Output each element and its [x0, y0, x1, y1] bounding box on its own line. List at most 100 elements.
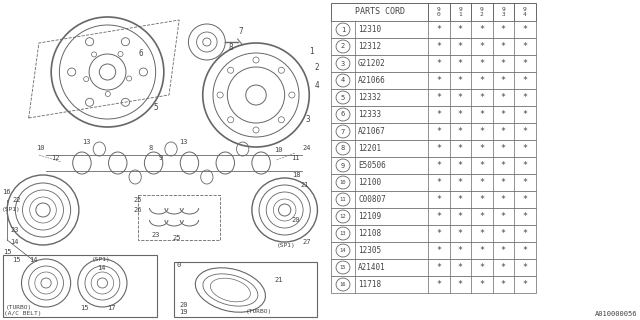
- Text: 12333: 12333: [358, 110, 381, 119]
- Text: 15: 15: [3, 249, 12, 255]
- Circle shape: [336, 176, 350, 189]
- Text: 11718: 11718: [358, 280, 381, 289]
- Text: 19: 19: [179, 309, 188, 315]
- Text: 14: 14: [29, 257, 37, 263]
- Text: 3: 3: [305, 116, 310, 124]
- Text: 9
2: 9 2: [480, 7, 484, 17]
- Text: 1: 1: [341, 27, 345, 33]
- Text: *: *: [522, 76, 527, 85]
- Text: *: *: [436, 246, 441, 255]
- Bar: [331, 123, 536, 140]
- Text: *: *: [522, 229, 527, 238]
- Bar: [331, 89, 536, 106]
- Text: 12332: 12332: [358, 93, 381, 102]
- Text: 13: 13: [82, 139, 90, 145]
- Text: 23: 23: [10, 227, 19, 233]
- Text: 21: 21: [275, 277, 283, 283]
- Text: *: *: [458, 76, 463, 85]
- Text: *: *: [479, 25, 484, 34]
- Text: A21067: A21067: [358, 127, 386, 136]
- Text: *: *: [436, 110, 441, 119]
- Text: *: *: [458, 127, 463, 136]
- Text: 14: 14: [10, 239, 19, 245]
- Text: 16: 16: [2, 189, 10, 195]
- Text: (TURBO): (TURBO): [246, 309, 272, 315]
- Circle shape: [336, 227, 350, 240]
- Text: *: *: [436, 229, 441, 238]
- Text: 12201: 12201: [358, 144, 381, 153]
- Circle shape: [336, 193, 350, 206]
- Text: *: *: [522, 246, 527, 255]
- Text: E50506: E50506: [358, 161, 386, 170]
- Text: *: *: [436, 76, 441, 85]
- Text: *: *: [479, 263, 484, 272]
- Text: 11: 11: [291, 155, 300, 161]
- Bar: [331, 242, 536, 259]
- Text: 9
3: 9 3: [502, 7, 505, 17]
- Circle shape: [336, 23, 350, 36]
- Bar: [331, 21, 536, 38]
- Text: *: *: [436, 144, 441, 153]
- Text: *: *: [479, 229, 484, 238]
- Text: 7: 7: [341, 129, 345, 134]
- Text: 15: 15: [12, 257, 20, 263]
- Text: *: *: [458, 178, 463, 187]
- Text: *: *: [522, 25, 527, 34]
- Text: *: *: [501, 76, 506, 85]
- Text: 12109: 12109: [358, 212, 381, 221]
- Text: *: *: [522, 161, 527, 170]
- Text: 12310: 12310: [358, 25, 381, 34]
- Text: (SP1): (SP1): [2, 207, 20, 212]
- Text: 9
4: 9 4: [523, 7, 527, 17]
- Bar: [174, 262, 317, 317]
- Text: A010000056: A010000056: [595, 311, 638, 317]
- Text: *: *: [458, 59, 463, 68]
- Text: (SP1): (SP1): [92, 258, 111, 262]
- Bar: [331, 191, 536, 208]
- Text: *: *: [436, 212, 441, 221]
- Text: *: *: [479, 59, 484, 68]
- Text: 24: 24: [302, 145, 310, 151]
- Text: *: *: [458, 161, 463, 170]
- Text: *: *: [501, 127, 506, 136]
- Text: *: *: [501, 280, 506, 289]
- Bar: [331, 106, 536, 123]
- Text: *: *: [479, 161, 484, 170]
- Text: (A/C BELT): (A/C BELT): [4, 311, 42, 316]
- Text: *: *: [501, 178, 506, 187]
- Text: 10: 10: [36, 145, 44, 151]
- Text: *: *: [458, 195, 463, 204]
- Text: 12100: 12100: [358, 178, 381, 187]
- Text: *: *: [522, 127, 527, 136]
- Text: *: *: [479, 127, 484, 136]
- Text: 21: 21: [300, 182, 308, 188]
- Text: PARTS CORD: PARTS CORD: [355, 7, 404, 17]
- Text: *: *: [501, 212, 506, 221]
- Text: *: *: [458, 229, 463, 238]
- Circle shape: [336, 244, 350, 257]
- Text: 15: 15: [340, 265, 346, 270]
- Bar: [331, 208, 536, 225]
- Text: *: *: [501, 144, 506, 153]
- Bar: [331, 72, 536, 89]
- Text: 3: 3: [341, 60, 345, 67]
- Text: 25: 25: [172, 235, 180, 241]
- Text: *: *: [436, 195, 441, 204]
- Text: 9: 9: [341, 163, 345, 169]
- Circle shape: [336, 40, 350, 53]
- Text: 12305: 12305: [358, 246, 381, 255]
- Text: *: *: [522, 263, 527, 272]
- Text: 11: 11: [340, 197, 346, 202]
- Text: 25: 25: [133, 197, 141, 203]
- Bar: [138, 195, 220, 240]
- Bar: [331, 38, 536, 55]
- Text: *: *: [501, 263, 506, 272]
- Circle shape: [336, 74, 350, 87]
- Text: *: *: [479, 144, 484, 153]
- Text: 8: 8: [148, 145, 153, 151]
- Text: 2: 2: [341, 44, 345, 50]
- Text: *: *: [501, 93, 506, 102]
- Text: 4: 4: [341, 77, 345, 84]
- Text: *: *: [479, 42, 484, 51]
- Text: 20: 20: [292, 217, 300, 223]
